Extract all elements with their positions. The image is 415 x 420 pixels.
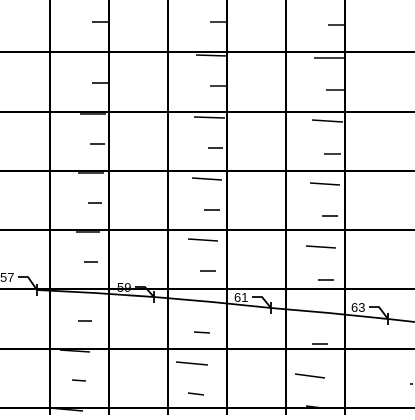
station-leader-line	[18, 276, 38, 291]
elevation-tick	[187, 238, 219, 242]
elevation-tick	[49, 407, 84, 412]
elevation-tick	[59, 349, 91, 353]
elevation-tick	[195, 54, 228, 57]
elevation-tick	[294, 373, 326, 379]
station-leader-line	[135, 286, 155, 298]
station-label-59: 59	[117, 280, 131, 295]
elevation-tick	[175, 361, 209, 366]
station-label-57: 57	[0, 270, 14, 285]
ground-profile-line	[36, 289, 415, 323]
profile-line	[18, 276, 415, 325]
elevation-tick	[305, 405, 323, 409]
elevation-ticks	[49, 21, 413, 412]
station-leader-line	[369, 306, 389, 320]
elevation-tick	[191, 177, 223, 181]
station-leader-line	[252, 296, 272, 309]
elevation-tick	[305, 245, 337, 249]
elevation-tick	[187, 392, 205, 396]
station-label-61: 61	[234, 290, 248, 305]
elevation-tick	[311, 119, 344, 123]
elevation-tick	[193, 116, 226, 119]
elevation-tick	[309, 182, 341, 186]
elevation-tick	[193, 331, 211, 334]
station-label-63: 63	[351, 300, 365, 315]
elevation-tick	[71, 379, 87, 382]
